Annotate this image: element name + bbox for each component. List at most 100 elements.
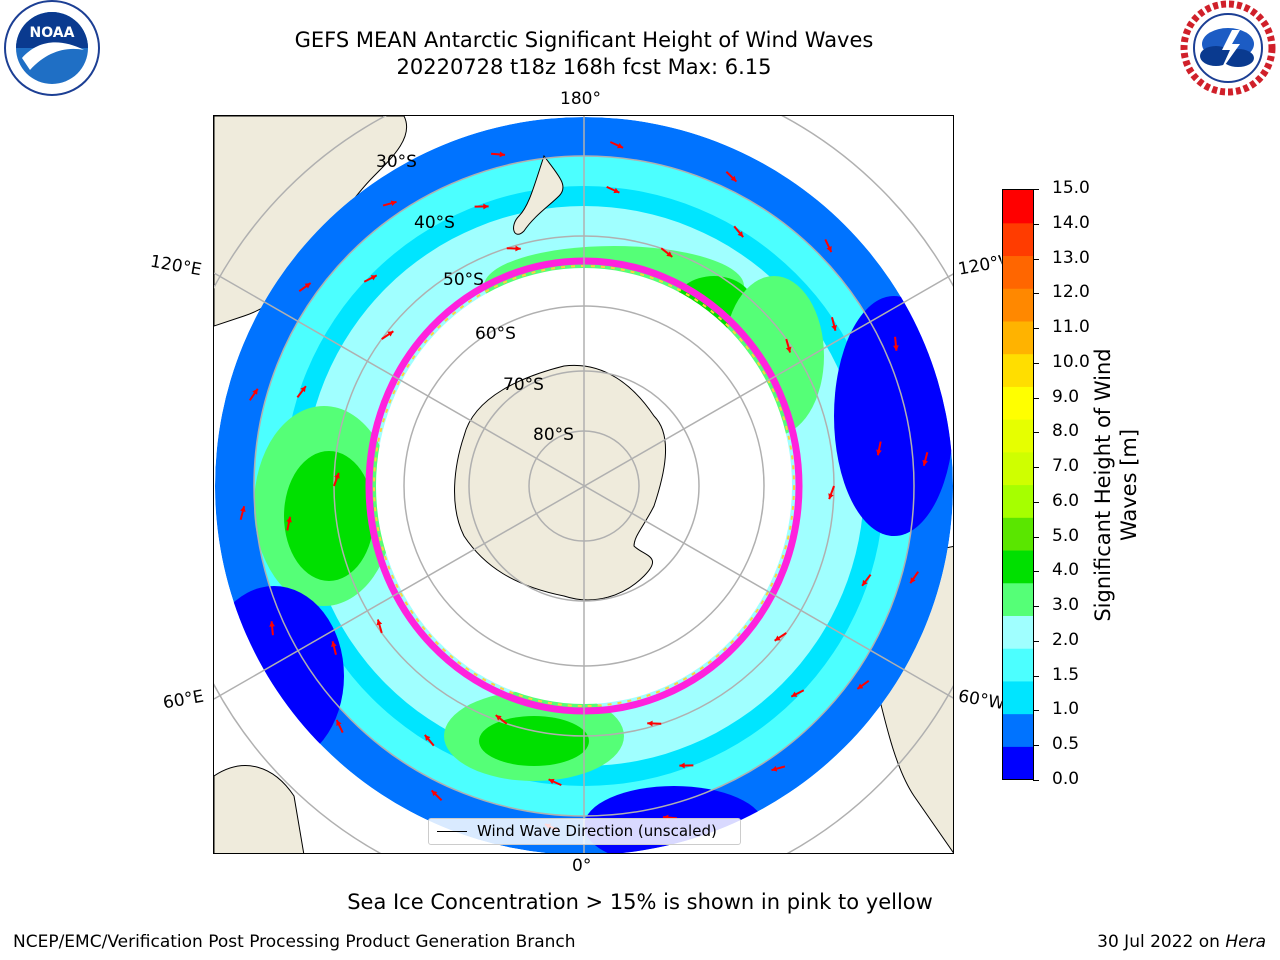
colorbar-tick-mark: [1033, 362, 1039, 364]
wave-arrow-head: [240, 506, 246, 513]
colorbar-tick-label: 1.5: [1052, 664, 1080, 685]
colorbar-tick-mark: [1033, 467, 1039, 469]
nws-logo: [1176, 0, 1280, 100]
colorbar-tick-mark: [1033, 780, 1039, 781]
colorbar-tick-label: 11.0: [1052, 317, 1090, 338]
colorbar-tick-mark: [1033, 745, 1039, 747]
colorbar-tick-label: 8.0: [1052, 421, 1080, 442]
wave-arrow-head: [876, 449, 882, 456]
legend-line: [437, 831, 467, 832]
map-legend: Wind Wave Direction (unscaled): [428, 818, 741, 845]
colorbar-tick-label: 14.0: [1052, 212, 1090, 233]
colorbar-tick-label: 12.0: [1052, 282, 1090, 303]
wave-arrow-head: [893, 345, 899, 351]
lon-label-60e: 60°E: [161, 686, 206, 714]
wave-arrow-head: [774, 635, 781, 641]
lon-label-180: 180°: [560, 89, 601, 109]
colorbar-segment: [1003, 190, 1033, 224]
colorbar-segment: [1003, 517, 1033, 551]
wave-arrow-head: [548, 778, 555, 785]
footer-machine: Hera: [1225, 932, 1266, 952]
wave-arrow-head: [483, 203, 489, 210]
noaa-logo: NOAA: [0, 0, 104, 100]
lat-label-50s: 50°S: [443, 270, 484, 290]
colorbar-tick-mark: [1033, 675, 1039, 677]
lat-label-80s: 80°S: [533, 425, 574, 445]
lat-label-30s: 30°S: [376, 152, 417, 172]
legend-label: Wind Wave Direction (unscaled): [477, 822, 717, 840]
lat-label-70s: 70°S: [503, 375, 544, 395]
land-new-zealand: [513, 154, 564, 235]
lat-label-40s: 40°S: [414, 213, 455, 233]
colorbar-tick-label: 10.0: [1052, 351, 1090, 372]
wave-arrow-head: [831, 324, 837, 331]
colorbar-tick-label: 5.0: [1052, 525, 1080, 546]
wave-arrow-head: [737, 231, 744, 238]
footer-branch: NCEP/EMC/Verification Post Processing Pr…: [13, 932, 576, 952]
colorbar-tick-mark: [1033, 536, 1039, 538]
wave-arrow-head: [331, 641, 337, 648]
colorbar-segment: [1003, 680, 1033, 715]
wave-arrow-head: [857, 683, 864, 689]
colorbar: [1002, 189, 1034, 780]
colorbar-tick-mark: [1033, 710, 1039, 712]
colorbar-tick-label: 15.0: [1052, 178, 1090, 198]
wave-arrow-head: [300, 386, 306, 393]
colorbar-segment: [1003, 713, 1033, 747]
colorbar-title-line2: Waves [m]: [1117, 428, 1141, 542]
wave-arrow-head: [286, 516, 292, 523]
polar-map: [213, 115, 954, 854]
map-canvas: [214, 116, 953, 853]
colorbar-tick-mark: [1033, 258, 1039, 260]
wave-arrow-head: [334, 472, 340, 479]
lon-label-120e: 120°E: [148, 251, 204, 281]
land-antarctica: [454, 364, 666, 601]
colorbar-tick-label: 13.0: [1052, 247, 1090, 268]
wave-arrow-head: [771, 766, 778, 772]
colorbar-segment: [1003, 386, 1033, 420]
wave-arrow-head: [826, 246, 832, 253]
colorbar-segment: [1003, 582, 1033, 616]
colorbar-segment: [1003, 353, 1033, 387]
wave-arrow-head: [370, 275, 377, 281]
colorbar-tick-mark: [1033, 606, 1039, 608]
wave-arrow-head: [376, 619, 383, 626]
wave-arrow-head: [390, 200, 397, 206]
colorbar-segment: [1003, 451, 1033, 486]
wave-arrow-head: [304, 283, 311, 289]
colorbar-tick-label: 1.0: [1052, 699, 1080, 720]
colorbar-tick-label: 0.0: [1052, 769, 1080, 789]
footer-date-text: 30 Jul 2022 on: [1097, 932, 1226, 952]
wave-arrow-head: [910, 577, 916, 584]
wave-arrow-head: [431, 790, 438, 797]
wind-wave-arrows: [239, 141, 929, 831]
wave-arrow-head: [252, 388, 258, 395]
wave-arrow-head: [791, 691, 798, 697]
wave-arrow-head: [336, 719, 342, 726]
colorbar-tick-label: 2.0: [1052, 629, 1080, 650]
wave-arrow-head: [387, 331, 394, 337]
colorbar-tick-mark: [1033, 397, 1039, 399]
colorbar-tick-mark: [1033, 328, 1039, 330]
sea-ice-note: Sea Ice Concentration > 15% is shown in …: [347, 890, 933, 914]
wave-arrow-head: [269, 621, 275, 627]
wave-arrow-head: [613, 187, 620, 194]
colorbar-tick-mark: [1033, 189, 1039, 190]
colorbar-tick-mark: [1033, 223, 1039, 225]
wave-arrow-head: [495, 715, 502, 721]
colorbar-tick-label: 0.5: [1052, 734, 1080, 755]
colorbar-tick-label: 7.0: [1052, 456, 1080, 477]
wave-arrow-head: [647, 720, 653, 727]
colorbar-segment: [1003, 222, 1033, 257]
colorbar-tick-mark: [1033, 501, 1039, 503]
chart-title: GEFS MEAN Antarctic Significant Height o…: [294, 28, 874, 52]
colorbar-segment: [1003, 746, 1033, 780]
wave-arrow-head: [499, 151, 506, 158]
colorbar-tick-mark: [1033, 571, 1039, 573]
wave-arrow-head: [666, 251, 673, 257]
lon-label-60w: 60°W: [956, 686, 1004, 714]
colorbar-tick-mark: [1033, 432, 1039, 434]
colorbar-segment: [1003, 288, 1033, 322]
colorbar-segment: [1003, 549, 1033, 584]
lon-label-120w: 120°W: [956, 252, 1004, 280]
